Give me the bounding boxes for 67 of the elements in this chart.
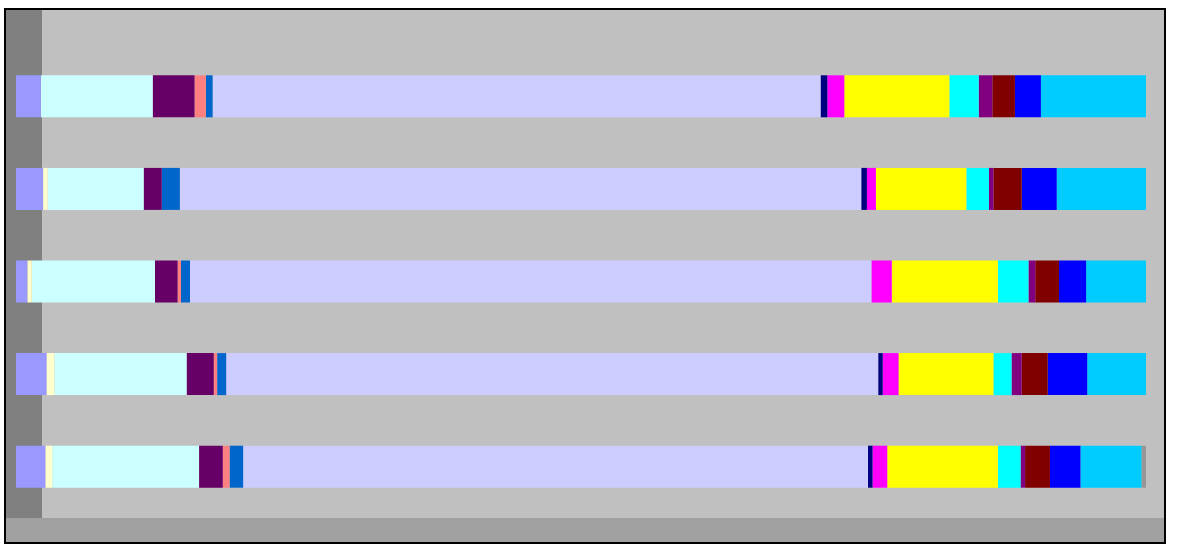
bar [52,445,200,488]
bar [190,260,872,303]
bar [1028,260,1036,303]
bar [180,260,191,303]
bar [16,445,46,488]
bar [1040,75,1146,118]
bar [898,353,994,396]
bar [878,353,883,396]
bar [217,353,227,396]
bar [31,260,155,303]
bar [887,445,998,488]
bar [1025,445,1050,488]
bar [226,353,879,396]
bar [16,260,28,303]
bar [143,167,162,210]
bar [993,167,1022,210]
bar [243,445,869,488]
bar [222,445,230,488]
bar [27,260,32,303]
bar [199,445,223,488]
bar [861,167,867,210]
bar [891,260,998,303]
bar [872,445,888,488]
bar [844,75,950,118]
bar [992,75,1015,118]
bar [43,167,48,210]
bar [1011,353,1022,396]
bar [161,167,180,210]
bar [827,75,845,118]
bar [875,167,967,210]
bar [1056,167,1146,210]
bar [186,353,214,396]
bar [1049,445,1081,488]
bar [194,75,206,118]
bar [40,75,153,118]
bar [882,353,899,396]
bar [1087,353,1146,396]
bar [1080,445,1142,488]
bar [212,75,821,118]
bar [205,75,213,118]
bar [16,353,47,396]
bar [993,353,1012,396]
bar [45,445,53,488]
bar [16,167,44,210]
bar [179,167,862,210]
bar [997,445,1021,488]
bar [154,260,178,303]
bar [1058,260,1087,303]
bar [871,260,892,303]
bar [1141,445,1146,488]
bar [152,75,195,118]
bar [866,167,876,210]
bar [16,75,41,118]
bar [949,75,979,118]
bar [1021,353,1048,396]
bar [229,445,244,488]
bar [1047,353,1088,396]
bar [966,167,989,210]
bar [1086,260,1146,303]
bar [978,75,993,118]
bar [1035,260,1059,303]
bar [1014,75,1041,118]
bar [54,353,187,396]
bar [47,167,144,210]
bar [997,260,1029,303]
bar [868,445,873,488]
bar [1021,167,1057,210]
